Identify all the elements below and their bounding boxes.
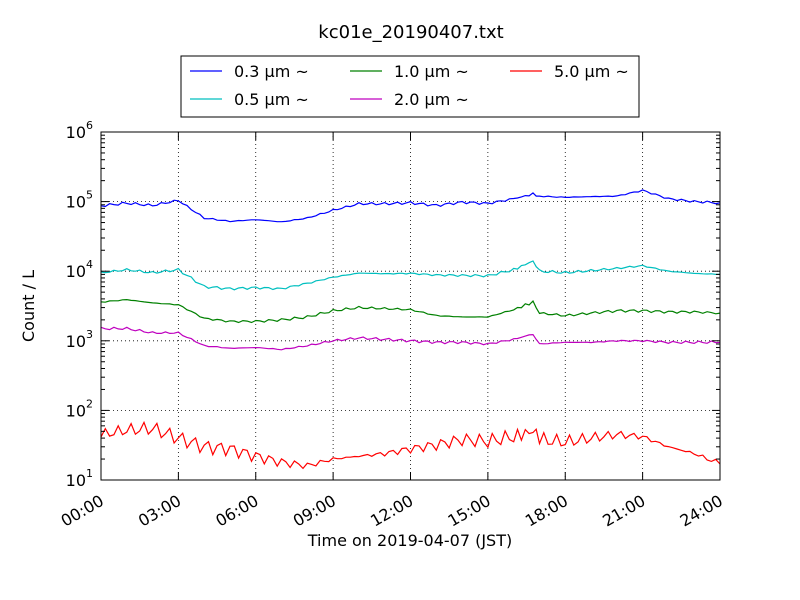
series-line <box>100 189 721 223</box>
y-axis-ticks: 101 102 103 104 105 106 <box>66 119 720 490</box>
x-tick-label: 00:00 <box>58 491 107 531</box>
series-line <box>100 420 721 470</box>
legend-label: 1.0 μm ~ <box>394 62 469 81</box>
y-tick-label: 104 <box>66 258 93 281</box>
series-line <box>100 260 720 291</box>
y-tick-label: 103 <box>66 328 93 351</box>
x-tick-label: 24:00 <box>677 491 726 531</box>
y-tick-label: 106 <box>66 119 93 142</box>
legend-label: 0.5 μm ~ <box>234 90 309 109</box>
x-tick-label: 21:00 <box>599 491 648 531</box>
x-tick-label: 09:00 <box>290 491 339 531</box>
legend-label: 0.3 μm ~ <box>234 62 309 81</box>
x-tick-label: 18:00 <box>522 491 571 531</box>
series-line <box>100 326 721 351</box>
y-tick-label: 101 <box>66 467 93 490</box>
x-tick-label: 15:00 <box>444 491 493 531</box>
x-tick-label: 06:00 <box>212 491 261 531</box>
chart-title: kc01e_20190407.txt <box>318 22 503 43</box>
series-lines <box>100 189 721 470</box>
legend: 0.3 μm ~ 0.5 μm ~ 1.0 μm ~ 2.0 μm ~ 5.0 μm ~ <box>180 55 640 118</box>
x-tick-label: 03:00 <box>135 491 184 531</box>
grid-lines <box>101 132 720 480</box>
legend-label: 2.0 μm ~ <box>394 90 469 109</box>
y-tick-label: 102 <box>66 397 93 420</box>
x-tick-label: 12:00 <box>367 491 416 531</box>
x-axis-label: Time on 2019-04-07 (JST) <box>307 531 512 550</box>
y-axis-label: Count / L <box>19 270 38 342</box>
legend-box <box>180 55 640 118</box>
legend-label: 5.0 μm ~ <box>554 62 629 81</box>
x-axis-ticks: 00:00 03:00 06:00 09:00 12:00 15:00 18:00 21:00… <box>58 132 726 531</box>
series-line <box>100 298 721 324</box>
y-tick-label: 105 <box>66 189 93 212</box>
